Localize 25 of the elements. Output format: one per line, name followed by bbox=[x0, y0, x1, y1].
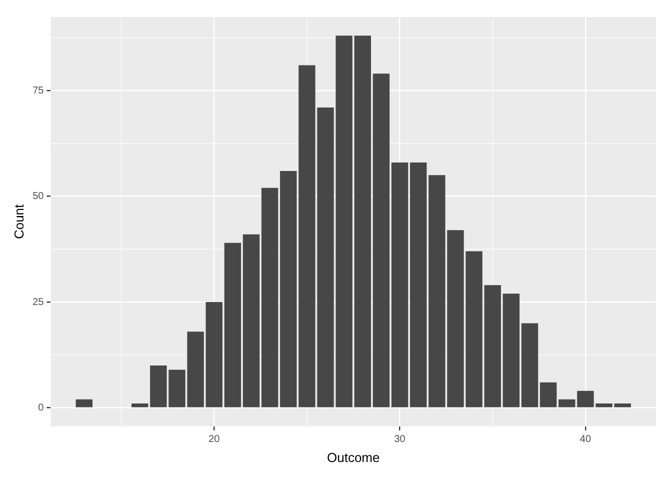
bar bbox=[558, 399, 576, 408]
bar bbox=[131, 404, 148, 408]
bar bbox=[261, 188, 278, 408]
bar bbox=[372, 74, 390, 408]
x-tick-label: 30 bbox=[394, 434, 406, 446]
bar bbox=[502, 294, 520, 408]
x-tick-label: 40 bbox=[580, 434, 592, 446]
bar bbox=[242, 234, 260, 408]
bar bbox=[484, 285, 501, 408]
bar bbox=[354, 36, 371, 408]
x-axis-title: Outcome bbox=[326, 450, 380, 465]
y-tick-label: 25 bbox=[32, 296, 44, 308]
bar bbox=[76, 399, 92, 408]
bar bbox=[391, 162, 408, 408]
bar bbox=[280, 170, 297, 408]
bar bbox=[224, 242, 242, 408]
y-tick-label: 75 bbox=[32, 85, 44, 96]
y-tick-label: 50 bbox=[32, 191, 44, 202]
x-tick-label: 20 bbox=[208, 434, 220, 446]
y-axis-title: Count bbox=[11, 204, 26, 240]
y-tick-label: 0 bbox=[38, 402, 44, 414]
bar bbox=[410, 162, 427, 408]
bar bbox=[206, 302, 222, 408]
bar bbox=[521, 323, 538, 408]
bar bbox=[540, 382, 557, 408]
